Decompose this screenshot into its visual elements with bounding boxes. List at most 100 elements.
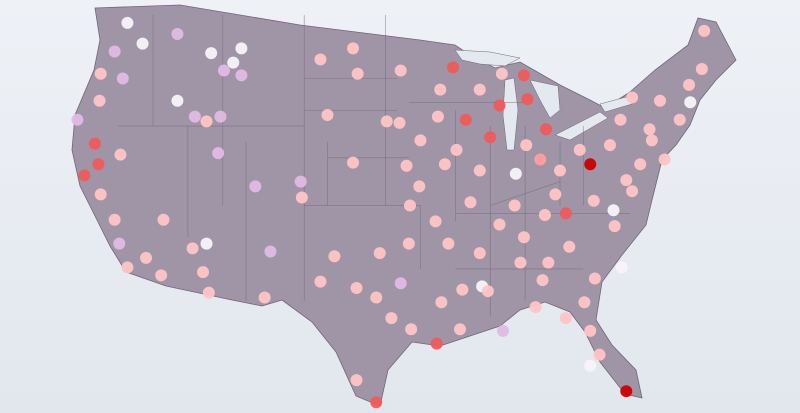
data-point [430,337,443,350]
data-point [431,110,444,123]
data-point [413,180,426,193]
data-point [116,72,129,85]
data-point [94,67,107,80]
data-point [473,83,486,96]
data-point [673,113,686,126]
data-point [514,256,527,269]
data-point [321,109,334,121]
data-point [394,277,407,290]
data-point [350,374,363,387]
data-point [200,115,213,128]
data-point [536,274,549,287]
data-point [294,175,307,188]
data-point [205,47,218,60]
data-point [554,164,566,177]
data-point [370,291,383,304]
data-point [351,67,364,80]
great-lakes [454,49,633,151]
data-point [442,237,455,250]
data-point [108,45,121,58]
data-point [113,237,126,250]
data-point [394,64,407,77]
data-point [493,99,506,112]
data-point [593,348,606,361]
data-point [186,242,199,255]
data-point [405,323,418,336]
data-point [588,272,601,285]
data-point [94,188,107,201]
data-point [447,61,460,74]
data-point [573,143,586,156]
lake-erie [554,111,609,141]
data-point [235,69,248,82]
data-point [484,131,497,144]
data-point [136,37,149,50]
data-point [683,78,696,91]
data-point [495,67,508,80]
data-point [400,159,413,172]
data-point [578,296,591,309]
data-point [559,312,572,325]
data-point [347,42,360,55]
data-point [78,169,91,182]
state-borders [118,15,630,317]
data-point [197,266,210,279]
lake-ontario [599,95,633,113]
data-point [604,139,616,152]
data-point [188,110,201,123]
data-point [695,62,708,75]
data-point [534,153,547,166]
data-point [614,113,627,126]
data-point [542,256,555,269]
data-point [584,324,597,337]
data-points [71,16,711,409]
data-point [314,275,327,288]
data-point [140,251,153,264]
data-point [529,301,542,314]
state-border-line [490,181,561,206]
data-point [200,237,213,250]
data-point [93,94,106,107]
data-point [456,283,469,296]
data-point [435,296,448,309]
data-point [654,94,666,107]
data-point [404,199,416,212]
data-point [171,28,184,41]
data-point [584,158,597,171]
data-point [626,185,639,198]
data-point [414,134,427,147]
data-point [634,158,647,171]
data-point [481,285,494,298]
data-point [314,53,327,66]
data-point [121,16,134,29]
data-point [385,312,398,325]
data-point [620,385,633,398]
data-point [509,167,522,180]
data-point [227,56,240,69]
data-point [559,207,572,220]
data-point [350,282,363,295]
data-point [620,174,633,187]
data-point [658,153,671,166]
data-point [373,247,386,260]
data-point [121,261,134,274]
data-point [155,269,168,282]
data-point [497,324,510,337]
data-point [212,147,225,160]
data-point [92,158,105,171]
lake-michigan [502,77,519,151]
data-point [684,96,697,109]
lake-superior [454,49,521,67]
data-point [264,245,277,258]
data-point [295,191,308,204]
data-point [434,83,447,96]
data-point [450,143,463,156]
data-point [214,110,227,123]
data-point [258,291,271,304]
data-point [114,148,127,161]
data-point [520,139,533,152]
data-point [328,250,341,263]
data-point [584,359,597,372]
data-point [607,204,620,217]
